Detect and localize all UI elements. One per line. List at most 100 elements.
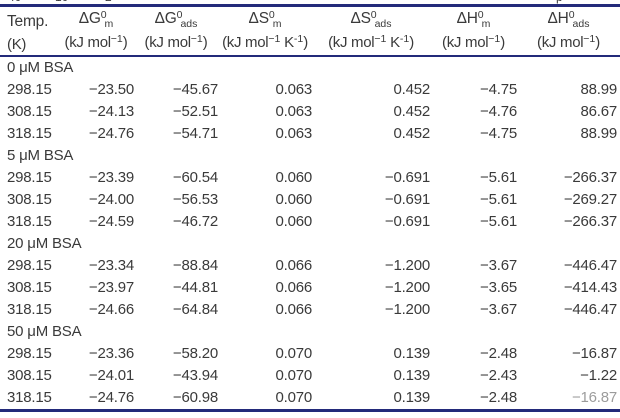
column-header-delta-h0-ads: ΔH0ads (kJ mol−1)	[517, 7, 620, 55]
table-cell-delta-s0-ads: 0.452	[393, 103, 430, 120]
text-token: (K)	[7, 36, 27, 53]
table-row: 318.15 −24.76 −54.71 0.063 0.452 −4.75 88.99	[0, 123, 620, 145]
header-symbol: ΔG0m	[58, 7, 134, 32]
section-label: 50 μM BSA	[7, 323, 82, 340]
section-label: 0 μM BSA	[7, 59, 74, 76]
thermodynamic-table-body: 0 μM BSA 298.15 −23.50 −45.67 0.063 0.452 −4.7…	[0, 57, 620, 409]
table-cell-delta-g0-m: −23.39	[88, 169, 134, 186]
subscript: m	[481, 17, 491, 30]
header-unit: (kJ mol−1)	[58, 32, 134, 55]
table-cell-delta-s0-ads: −0.691	[384, 191, 430, 208]
subscript: ads	[374, 17, 392, 30]
table-cell-delta-s0-m: 0.063	[275, 125, 312, 142]
column-header-temperature: Temp. (K)	[0, 7, 58, 55]
table-cell-temperature: 298.15	[7, 169, 52, 186]
table-cell-delta-g0-ads: −43.94	[172, 367, 218, 384]
text-token: )	[202, 34, 208, 51]
text-token: )	[595, 34, 600, 51]
table-cell-delta-g0-ads: −56.53	[172, 191, 218, 208]
table-cell-delta-g0-m: −24.59	[88, 213, 134, 230]
text-token: (kJ mol	[64, 34, 112, 51]
text-token: ΔH	[547, 10, 569, 27]
cropped-text-fragment: p	[556, 0, 563, 3]
table-cell-delta-g0-m: −24.66	[88, 301, 134, 318]
table-cell-delta-h0-ads: −266.37	[563, 169, 618, 186]
table-cell-delta-s0-ads: −1.200	[384, 279, 430, 296]
text-token: ΔS	[350, 10, 371, 27]
table-cell-delta-h0-m: −3.65	[480, 279, 517, 296]
superscript: −1	[110, 32, 123, 45]
table-top-border	[0, 4, 620, 7]
header-row: Temp. (K) ΔG0m (kJ mol−1) ΔG0ads (kJ mol−1) ΔS…	[0, 7, 620, 55]
section-label: 5 μM BSA	[7, 147, 74, 164]
section-header-row: 50 μM BSA	[0, 321, 620, 343]
superscript: -1	[293, 32, 304, 45]
cropped-text-fragments: 40 10 · 2 p	[0, 0, 620, 4]
table-cell-delta-s0-m: 0.063	[275, 81, 312, 98]
table-row: 318.15 −24.76 −60.98 0.070 0.139 −2.48 −16.87	[0, 387, 620, 409]
table-cell-delta-s0-m: 0.066	[275, 301, 312, 318]
table-cell-delta-g0-ads: −60.54	[172, 169, 218, 186]
cropped-text-fragment: ·	[89, 0, 93, 3]
table-cell-temperature: 298.15	[7, 257, 52, 274]
table-cell-delta-s0-m: 0.060	[275, 213, 312, 230]
table-cell-delta-g0-m: −24.00	[88, 191, 134, 208]
table-row: 318.15 −24.59 −46.72 0.060 −0.691 −5.61 −266.3…	[0, 211, 620, 233]
superscript: 0	[370, 8, 377, 21]
table-cell-delta-g0-m: −23.97	[88, 279, 134, 296]
table-row: 308.15 −24.13 −52.51 0.063 0.452 −4.76 86.67	[0, 101, 620, 123]
table-cell-delta-g0-m: −23.36	[88, 345, 134, 362]
table-cell-delta-g0-m: −23.50	[88, 81, 134, 98]
table-cell-temperature: 298.15	[7, 81, 52, 98]
superscript: 0	[268, 8, 275, 21]
table-cell-delta-g0-ads: −46.72	[172, 213, 218, 230]
table-cell-temperature: 308.15	[7, 279, 52, 296]
table-cell-delta-h0-ads: −414.43	[563, 279, 618, 296]
text-token: (kJ mol	[144, 34, 192, 51]
text-token: ΔG	[78, 10, 101, 27]
superscript: −1	[488, 32, 501, 45]
table-cell-temperature: 318.15	[7, 301, 52, 318]
table-cell-delta-g0-m: −23.34	[88, 257, 134, 274]
text-token: )	[500, 34, 505, 51]
table-cell-delta-s0-ads: −0.691	[384, 213, 430, 230]
header-unit: (K)	[0, 34, 58, 55]
table-cell-delta-s0-ads: 0.452	[393, 125, 430, 142]
table-cell-delta-h0-ads: −16.87	[571, 345, 618, 362]
table-cell-delta-h0-m: −3.67	[480, 257, 517, 274]
table-cell-delta-h0-ads: −446.47	[563, 257, 618, 274]
table-row: 308.15 −23.97 −44.81 0.066 −1.200 −3.65 −414.4…	[0, 277, 620, 299]
table-cell-delta-h0-ads: −266.37	[563, 213, 618, 230]
text-token: Temp.	[7, 13, 49, 30]
table-header: Temp. (K) ΔG0m (kJ mol−1) ΔG0ads (kJ mol−1) ΔS…	[0, 7, 620, 55]
table-cell-delta-s0-m: 0.070	[275, 367, 312, 384]
table-cell-temperature: 308.15	[7, 191, 52, 208]
column-header-delta-g0-m: ΔG0m (kJ mol−1)	[58, 7, 134, 55]
table-cell-delta-g0-ads: −52.51	[172, 103, 218, 120]
superscript: −1	[374, 32, 387, 45]
table-row: 308.15 −24.01 −43.94 0.070 0.139 −2.43 −1.22	[0, 365, 620, 387]
subscript: ads	[180, 17, 198, 30]
cropped-text-fragment: 10	[55, 0, 68, 3]
text-token: ΔG	[154, 10, 177, 27]
column-header-delta-s0-ads: ΔS0ads (kJ mol−1 K-1)	[312, 7, 430, 55]
table-cell-delta-h0-m: −5.61	[480, 169, 517, 186]
table-cell-delta-g0-ads: −44.81	[172, 279, 218, 296]
table-cell-delta-g0-ads: −64.84	[172, 301, 218, 318]
header-symbol: ΔH0m	[430, 7, 517, 32]
table-cell-delta-s0-ads: 0.139	[393, 345, 430, 362]
header-symbol: ΔH0ads	[517, 7, 620, 32]
table-cell-delta-s0-ads: 0.139	[393, 367, 430, 384]
table-cell-delta-s0-m: 0.070	[275, 389, 312, 406]
table-cell-temperature: 318.15	[7, 213, 52, 230]
table-cell-temperature: 318.15	[7, 389, 52, 406]
text-token: K	[280, 34, 294, 51]
text-token: (kJ mol	[537, 34, 584, 51]
superscript: −1	[268, 32, 281, 45]
table-cell-delta-g0-ads: −88.84	[172, 257, 218, 274]
header-unit: (kJ mol−1 K-1)	[312, 32, 430, 55]
table-cell-delta-h0-m: −5.61	[480, 213, 517, 230]
table-cell-delta-h0-ads: −269.27	[563, 191, 618, 208]
section-header-row: 0 μM BSA	[0, 57, 620, 79]
